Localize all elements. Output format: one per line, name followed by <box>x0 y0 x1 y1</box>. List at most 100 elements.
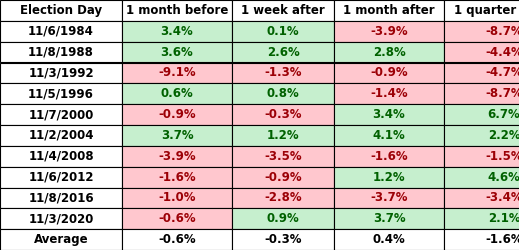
Text: 1 month before: 1 month before <box>126 4 228 17</box>
Bar <box>444 62 519 83</box>
Text: 3.4%: 3.4% <box>373 108 405 121</box>
Text: -1.6%: -1.6% <box>158 170 196 183</box>
Text: 3.7%: 3.7% <box>373 212 405 225</box>
Bar <box>444 42 519 62</box>
Text: -0.6%: -0.6% <box>158 233 196 246</box>
Text: -0.6%: -0.6% <box>158 212 196 225</box>
Text: -9.1%: -9.1% <box>158 66 196 80</box>
Text: Average: Average <box>34 233 88 246</box>
Bar <box>0 42 122 62</box>
Text: 0.8%: 0.8% <box>267 87 299 100</box>
Text: 4.1%: 4.1% <box>373 129 405 142</box>
Bar <box>444 0 519 21</box>
Bar <box>232 208 334 229</box>
Bar <box>334 146 444 167</box>
Text: -3.5%: -3.5% <box>264 150 302 163</box>
Bar <box>334 125 444 146</box>
Text: 4.6%: 4.6% <box>487 170 519 183</box>
Text: 11/8/1988: 11/8/1988 <box>28 46 94 59</box>
Bar <box>444 188 519 208</box>
Bar <box>122 229 232 250</box>
Text: -3.9%: -3.9% <box>370 25 408 38</box>
Bar <box>444 229 519 250</box>
Bar <box>0 83 122 104</box>
Text: -0.3%: -0.3% <box>264 233 302 246</box>
Bar <box>444 83 519 104</box>
Text: -0.9%: -0.9% <box>158 108 196 121</box>
Bar <box>444 21 519 42</box>
Text: 3.6%: 3.6% <box>160 46 194 59</box>
Text: Election Day: Election Day <box>20 4 102 17</box>
Text: 11/3/1992: 11/3/1992 <box>28 66 94 80</box>
Bar <box>232 62 334 83</box>
Bar <box>334 0 444 21</box>
Text: 0.6%: 0.6% <box>160 87 194 100</box>
Bar <box>122 21 232 42</box>
Text: 6.7%: 6.7% <box>488 108 519 121</box>
Bar <box>122 146 232 167</box>
Bar <box>444 104 519 125</box>
Bar <box>444 125 519 146</box>
Bar <box>0 125 122 146</box>
Bar <box>334 167 444 188</box>
Text: 0.9%: 0.9% <box>267 212 299 225</box>
Bar <box>334 62 444 83</box>
Text: -1.5%: -1.5% <box>485 150 519 163</box>
Text: 0.4%: 0.4% <box>373 233 405 246</box>
Text: 2.6%: 2.6% <box>267 46 299 59</box>
Bar <box>232 167 334 188</box>
Text: -2.8%: -2.8% <box>264 192 302 204</box>
Text: 2.8%: 2.8% <box>373 46 405 59</box>
Text: -1.0%: -1.0% <box>158 192 196 204</box>
Text: 11/5/1996: 11/5/1996 <box>28 87 94 100</box>
Bar <box>232 42 334 62</box>
Bar <box>0 167 122 188</box>
Text: 3.4%: 3.4% <box>160 25 194 38</box>
Text: -0.9%: -0.9% <box>370 66 408 80</box>
Bar <box>122 167 232 188</box>
Bar <box>232 104 334 125</box>
Bar <box>122 42 232 62</box>
Text: -8.7%: -8.7% <box>485 25 519 38</box>
Bar <box>0 0 122 21</box>
Text: -3.7%: -3.7% <box>370 192 408 204</box>
Text: 1 week after: 1 week after <box>241 4 325 17</box>
Bar <box>444 208 519 229</box>
Bar <box>232 125 334 146</box>
Text: 1 quarter after: 1 quarter after <box>455 4 519 17</box>
Text: -0.9%: -0.9% <box>264 170 302 183</box>
Text: 2.2%: 2.2% <box>488 129 519 142</box>
Bar <box>334 83 444 104</box>
Text: 11/6/1984: 11/6/1984 <box>28 25 94 38</box>
Bar <box>334 208 444 229</box>
Bar <box>122 104 232 125</box>
Bar <box>232 0 334 21</box>
Bar <box>334 188 444 208</box>
Text: -3.4%: -3.4% <box>485 192 519 204</box>
Text: 1 month after: 1 month after <box>343 4 435 17</box>
Text: 1.2%: 1.2% <box>373 170 405 183</box>
Text: -8.7%: -8.7% <box>485 87 519 100</box>
Bar <box>122 0 232 21</box>
Bar <box>122 125 232 146</box>
Bar <box>232 229 334 250</box>
Bar <box>232 188 334 208</box>
Bar <box>122 188 232 208</box>
Text: -1.3%: -1.3% <box>264 66 302 80</box>
Bar <box>334 104 444 125</box>
Bar <box>334 42 444 62</box>
Bar <box>444 146 519 167</box>
Text: 11/2/2004: 11/2/2004 <box>28 129 94 142</box>
Text: -0.3%: -0.3% <box>264 108 302 121</box>
Bar <box>232 83 334 104</box>
Bar <box>0 62 122 83</box>
Bar <box>444 167 519 188</box>
Text: -1.4%: -1.4% <box>370 87 408 100</box>
Bar <box>232 21 334 42</box>
Bar <box>0 208 122 229</box>
Text: 11/8/2016: 11/8/2016 <box>28 192 94 204</box>
Text: -4.4%: -4.4% <box>485 46 519 59</box>
Bar <box>0 188 122 208</box>
Text: -1.6%: -1.6% <box>485 233 519 246</box>
Bar <box>0 229 122 250</box>
